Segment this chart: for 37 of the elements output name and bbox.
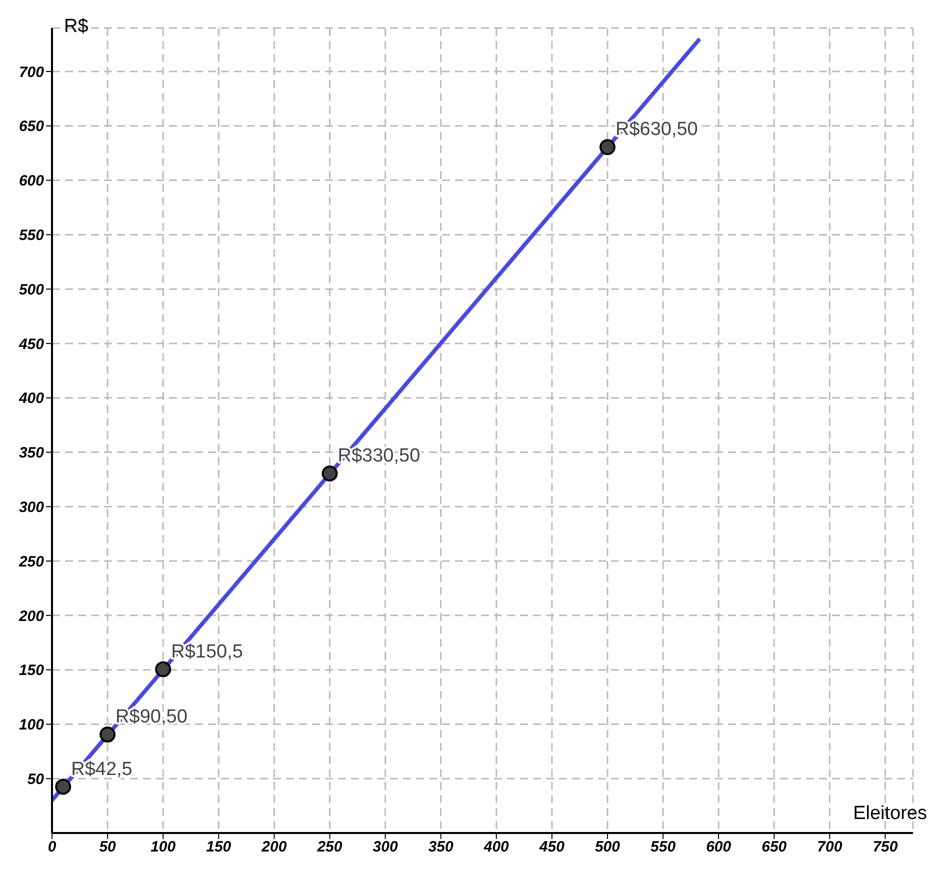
x-tick-label: 500 [594,838,621,856]
x-tick-label: 300 [372,838,398,856]
x-tick-label: 650 [762,838,788,856]
x-tick-label: 100 [150,838,176,856]
y-tick-label: 400 [18,390,45,408]
y-tick-label: 650 [18,118,45,136]
x-tick-label: 350 [428,838,454,856]
point [55,778,72,795]
x-tick-label: 0 [48,838,57,856]
y-tick-label: 250 [18,553,45,570]
x-tick-label: 450 [538,838,566,856]
y-tick-label: 700 [18,64,45,81]
point [155,661,172,678]
x-tick-label: 250 [316,838,343,856]
y-tick-label: 550 [18,227,45,244]
y-tick-label: 100 [18,716,45,734]
point [599,139,616,156]
y-tick-label: 350 [18,444,45,462]
y-tick-label: 50 [27,770,45,788]
y-tick-label: 500 [18,281,45,298]
x-tick-label: 750 [872,838,898,856]
x-tick-label: 600 [706,838,732,856]
x-tick-label: 550 [650,838,676,856]
y-axis-title: R$ [64,16,88,38]
x-tick-label: 400 [482,838,510,856]
x-tick-label: 700 [817,838,843,856]
x-axis-title: Eleitores [853,803,927,825]
y-tick-label: 450 [18,336,45,353]
x-tick-label: 50 [99,838,117,856]
point [322,465,338,482]
y-tick-label: 200 [18,608,45,625]
y-tick-label: 600 [18,172,45,190]
point [100,726,116,743]
y-tick-label: 150 [18,662,45,680]
x-tick-label: 200 [260,838,288,856]
y-tick-label: 300 [18,498,45,516]
x-tick-label: 150 [206,838,232,856]
